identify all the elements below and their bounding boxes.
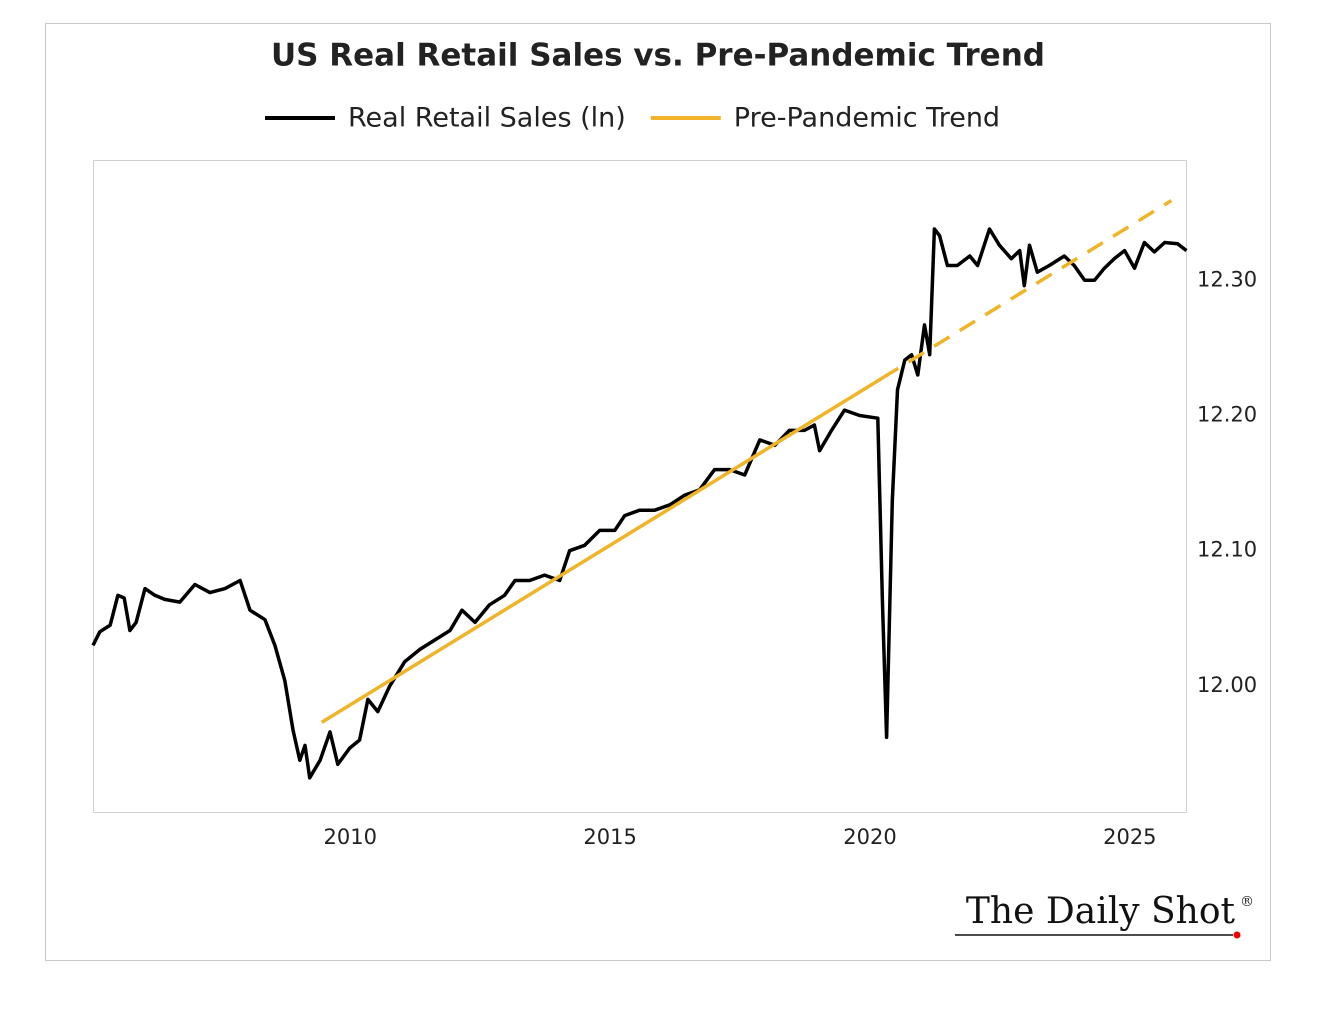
x-tick-label: 2020	[843, 825, 896, 849]
y-tick-label: 12.10	[1197, 538, 1257, 562]
x-tick-label: 2025	[1103, 825, 1156, 849]
legend-label: Pre-Pandemic Trend	[734, 103, 1000, 134]
legend-label: Real Retail Sales (ln)	[348, 103, 626, 134]
x-tick-label: 2010	[324, 825, 377, 849]
chart-title: US Real Retail Sales vs. Pre-Pandemic Tr…	[271, 38, 1045, 74]
y-tick-label: 12.00	[1197, 673, 1257, 697]
trend-segment	[320, 376, 884, 724]
source-logo: The Daily Shot	[966, 891, 1236, 932]
plot-area	[93, 160, 1187, 813]
source-mark: ®	[1240, 894, 1254, 910]
series-line	[91, 227, 1188, 780]
trend-segment	[882, 199, 1173, 380]
logo-dot	[1233, 931, 1241, 939]
frame	[45, 23, 1271, 961]
y-tick-label: 12.30	[1197, 267, 1257, 291]
y-tick-label: 12.20	[1197, 403, 1257, 427]
x-tick-label: 2015	[583, 825, 636, 849]
